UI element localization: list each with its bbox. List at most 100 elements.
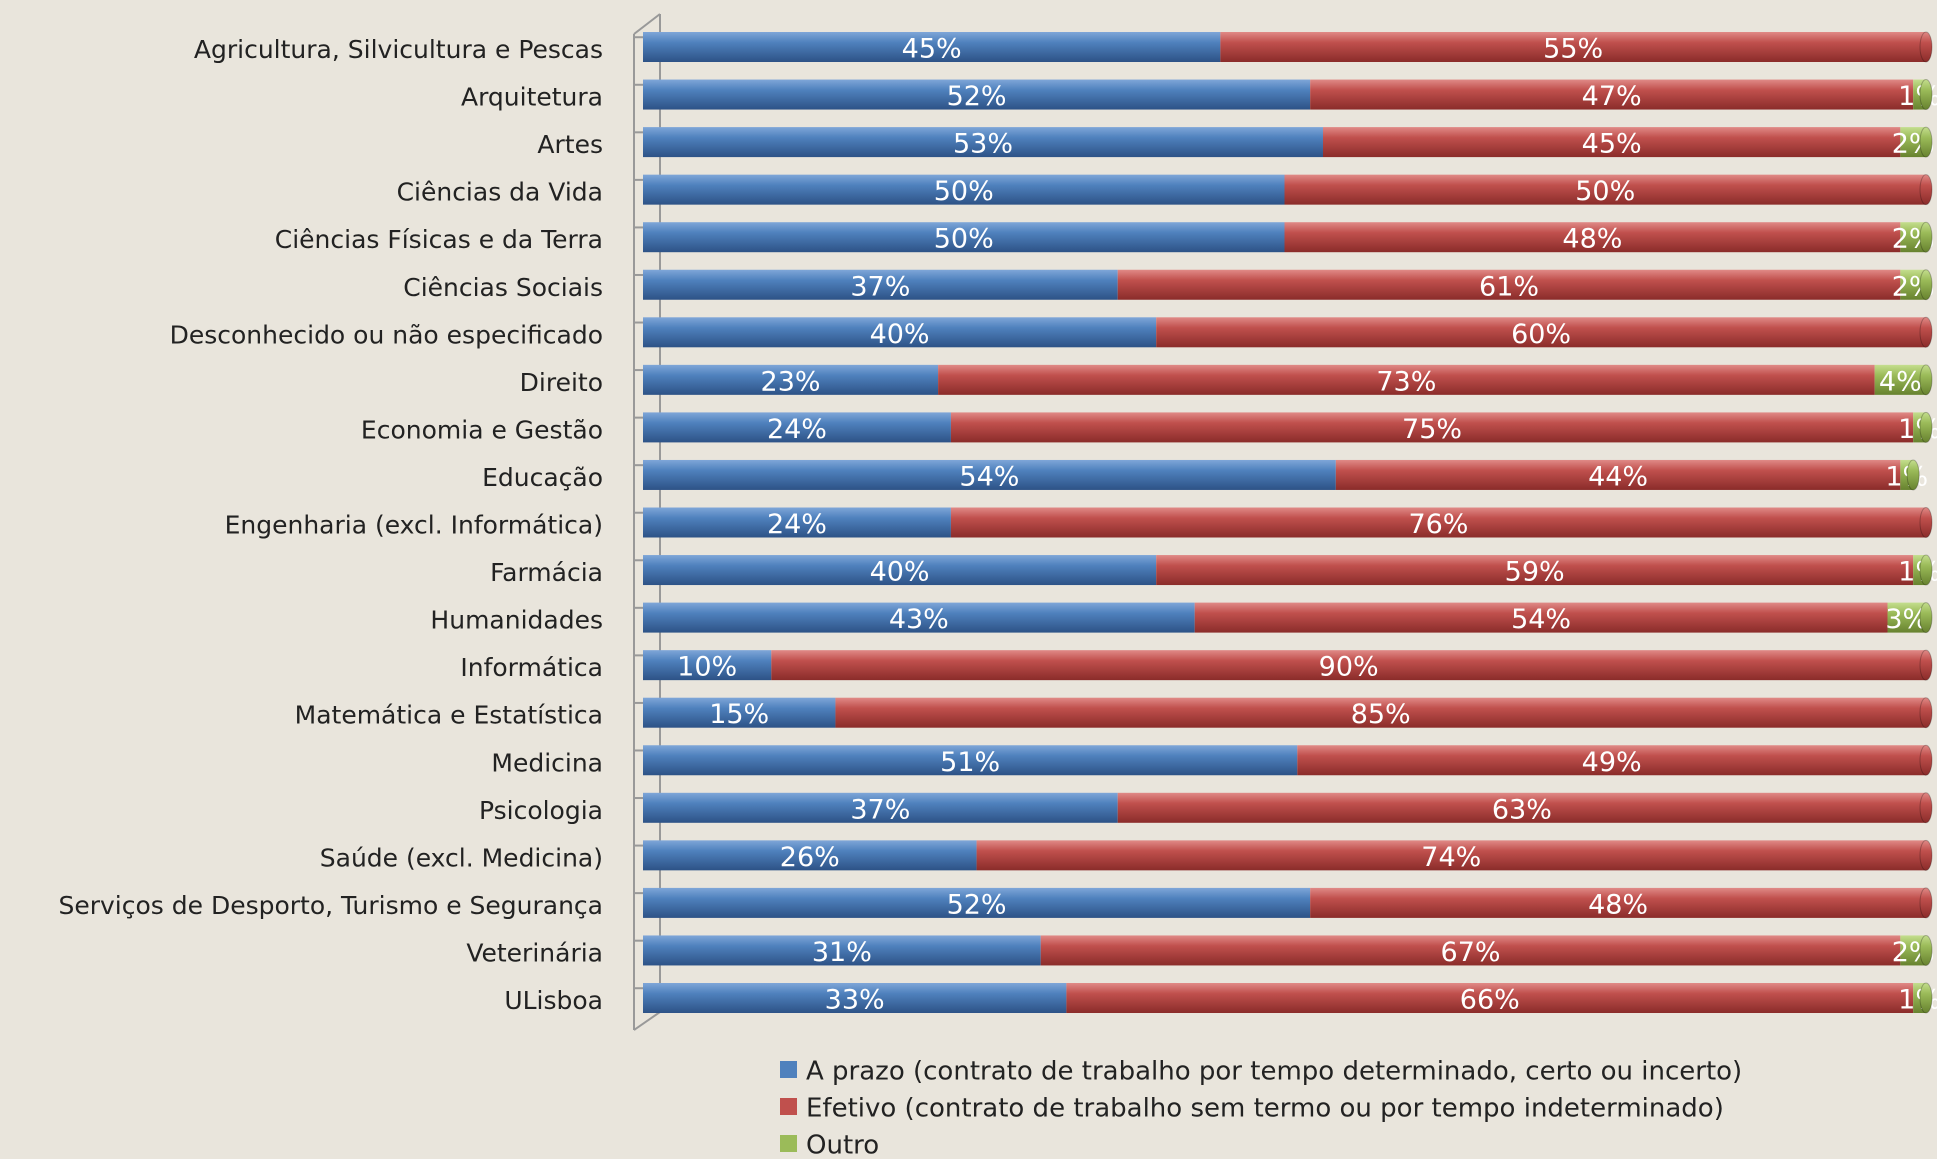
bar-segment xyxy=(976,840,1926,871)
value-label: 73% xyxy=(1376,366,1436,397)
bar-segment xyxy=(1284,174,1926,205)
bar-segment xyxy=(643,840,977,871)
bar-segment xyxy=(643,745,1298,776)
category-label: Ciências Físicas e da Terra xyxy=(275,225,603,254)
value-label: 40% xyxy=(870,319,930,350)
value-label: 55% xyxy=(1543,34,1603,65)
bar-segment xyxy=(643,127,1323,158)
category-label: Direito xyxy=(520,368,603,397)
bar-cap xyxy=(1919,316,1933,348)
value-label: 54% xyxy=(1511,604,1571,635)
value-label: 49% xyxy=(1582,747,1642,778)
value-label: 26% xyxy=(780,842,840,873)
bar-segment xyxy=(643,792,1118,823)
value-label: 51% xyxy=(940,747,1000,778)
category-label: Psicologia xyxy=(479,796,603,825)
category-label: Informática xyxy=(460,653,603,682)
value-label: 90% xyxy=(1319,652,1379,683)
bar-segment xyxy=(643,364,939,395)
bar-cap xyxy=(1919,792,1933,824)
legend-label: A prazo (contrato de trabalho por tempo … xyxy=(806,1057,1742,1087)
bar-cap xyxy=(1919,839,1933,871)
category-label: Serviços de Desporto, Turismo e Seguranç… xyxy=(58,891,603,920)
legend-swatch xyxy=(780,1061,797,1078)
value-label: 61% xyxy=(1479,271,1539,302)
value-label: 50% xyxy=(934,176,994,207)
value-label: 63% xyxy=(1492,794,1552,825)
value-label: 15% xyxy=(709,699,769,730)
value-label: 1% xyxy=(1885,461,1928,492)
legend-label: Outro xyxy=(806,1131,879,1159)
bar-segment xyxy=(938,364,1875,395)
bar-segment xyxy=(643,222,1285,253)
bar-cap xyxy=(1919,411,1933,443)
bar-segment xyxy=(643,174,1285,205)
value-label: 24% xyxy=(767,414,827,445)
bar-segment xyxy=(1284,222,1901,253)
category-label: Engenharia (excl. Informática) xyxy=(225,511,603,540)
bar-segment xyxy=(1887,602,1926,633)
category-label: Medicina xyxy=(491,748,603,777)
legend-swatch xyxy=(780,1135,797,1152)
bar-cap xyxy=(1919,744,1933,776)
bar-segment xyxy=(643,79,1311,110)
value-label: 10% xyxy=(677,652,737,683)
category-label: Artes xyxy=(537,130,603,159)
category-label: Humanidades xyxy=(430,606,603,635)
bar-cap xyxy=(1906,459,1920,491)
bar-cap xyxy=(1919,934,1933,966)
bar-segment xyxy=(643,412,951,443)
bar-segment xyxy=(1066,983,1914,1013)
bar-segment xyxy=(1040,935,1901,966)
bar-segment xyxy=(1117,792,1926,823)
value-label: 74% xyxy=(1421,842,1481,873)
bar-segment xyxy=(643,317,1157,348)
value-label: 45% xyxy=(1582,129,1642,160)
legend-label: Efetivo (contrato de trabalho sem termo … xyxy=(806,1094,1724,1124)
category-label: Desconhecido ou não especificado xyxy=(170,320,603,349)
category-label: Agricultura, Silvicultura e Pescas xyxy=(194,35,603,64)
bar-cap xyxy=(1919,174,1933,206)
bar-cap xyxy=(1919,887,1933,919)
value-label: 66% xyxy=(1460,985,1520,1016)
bar-segment xyxy=(1335,459,1901,490)
legend-swatch xyxy=(780,1098,797,1115)
category-label: Veterinária xyxy=(466,938,603,967)
bar-segment xyxy=(643,32,1221,62)
bar-cap xyxy=(1919,602,1933,634)
category-label: Farmácia xyxy=(490,558,603,587)
bar-segment xyxy=(771,650,1926,681)
value-label: 54% xyxy=(959,461,1019,492)
bar-segment xyxy=(643,935,1041,966)
value-label: 33% xyxy=(825,985,885,1016)
value-label: 23% xyxy=(761,366,821,397)
category-label: Ciências Sociais xyxy=(403,273,603,302)
bar-cap xyxy=(1919,507,1933,538)
bar-cap xyxy=(1919,554,1933,586)
bar-segment xyxy=(1156,555,1914,586)
category-label: Saúde (excl. Medicina) xyxy=(320,843,603,872)
bar-segment xyxy=(643,697,836,728)
bar-segment xyxy=(835,697,1927,728)
bar-cap xyxy=(1919,221,1933,253)
value-label: 4% xyxy=(1879,366,1922,397)
category-label: Arquitetura xyxy=(461,83,603,112)
category-label: Ciências da Vida xyxy=(397,178,603,207)
bar-segment xyxy=(1117,269,1901,300)
bar-segment xyxy=(643,507,951,538)
bar-segment xyxy=(1156,317,1926,348)
value-label: 43% xyxy=(889,604,949,635)
value-label: 52% xyxy=(947,81,1007,112)
category-label: Economia e Gestão xyxy=(361,415,603,444)
bar-cap xyxy=(1919,649,1933,681)
bar-segment xyxy=(643,650,772,681)
value-label: 40% xyxy=(870,557,930,588)
bar-segment xyxy=(1194,602,1888,633)
bar-cap xyxy=(1919,269,1933,301)
value-label: 52% xyxy=(947,889,1007,920)
category-label: ULisboa xyxy=(504,986,603,1015)
bar-cap xyxy=(1919,79,1933,111)
value-label: 48% xyxy=(1588,889,1648,920)
bar-segment xyxy=(643,269,1118,300)
